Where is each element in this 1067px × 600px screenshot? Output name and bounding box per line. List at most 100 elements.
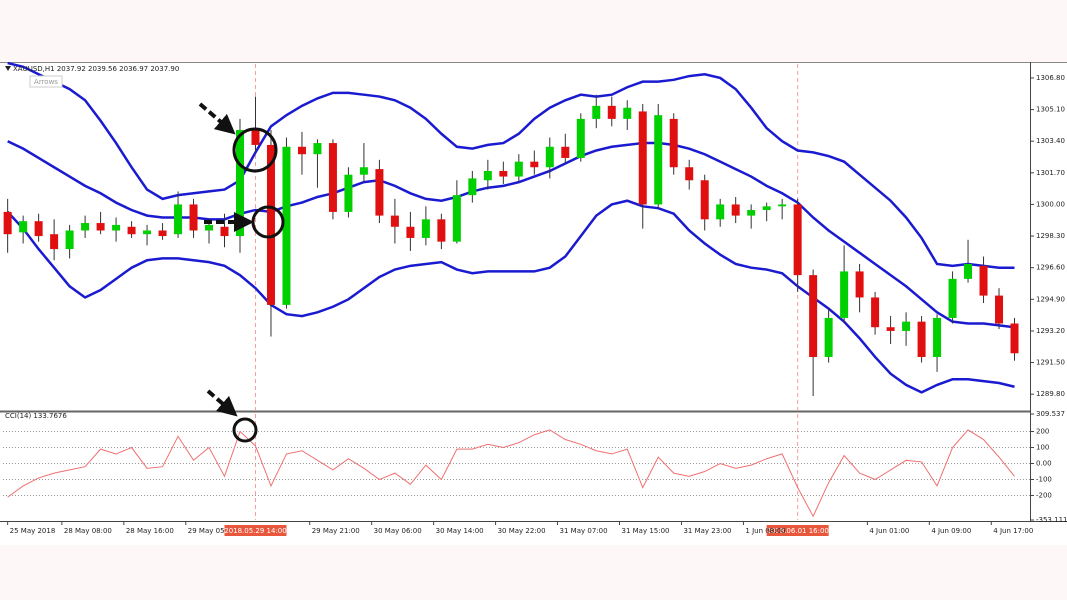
arrows-button-label[interactable]: Arrows: [34, 78, 58, 86]
candle-body: [840, 271, 849, 318]
arrows-button[interactable]: [29, 75, 63, 88]
y-tick-label: 200: [1036, 428, 1049, 436]
candle-body: [762, 206, 771, 211]
candle-body: [747, 210, 756, 216]
candle-body: [623, 107, 632, 119]
x-tick-label: 31 May 15:00: [622, 527, 670, 535]
y-tick-label: 1298.30: [1036, 232, 1065, 240]
window-bg: [0, 62, 1067, 545]
annotations: [198, 102, 285, 443]
x-tick-label: 29 May 21:00: [312, 527, 360, 535]
candle-body: [638, 111, 647, 205]
candle-body: [917, 321, 926, 357]
candle-body: [607, 105, 616, 119]
x-tick-label: 4 Jun 09:00: [931, 527, 971, 535]
x-tick-label: 4 Jun 01:00: [869, 527, 909, 535]
y-tick-label: 1291.50: [1036, 359, 1065, 367]
candle-body: [654, 115, 663, 205]
crosshair-tag-bg: [224, 525, 287, 536]
candle-body: [514, 161, 523, 177]
candle-body: [236, 130, 244, 237]
crosshair-tag: 2018.06.01 16:00: [766, 525, 829, 536]
x-tick-label: 30 May 06:00: [374, 527, 422, 535]
collapse-icon: [5, 66, 11, 71]
candle-body: [421, 219, 430, 238]
annotation-arrow: [206, 389, 238, 417]
candle-body: [3, 211, 12, 235]
crosshair-tag-bg: [766, 525, 829, 536]
x-tick-label: 25 May 2018: [10, 527, 56, 535]
candle-body: [50, 234, 59, 250]
candle-body: [716, 204, 725, 220]
candle-body: [886, 327, 895, 331]
symbol-title: XAUUSD,H1 2037.92 2039.56 2036.97 2037.9…: [13, 65, 179, 73]
candle-body: [995, 295, 1004, 324]
y-tick-label: 100: [1036, 444, 1049, 452]
crosshair-tag-label: 2018.06.01 16:00: [766, 527, 828, 535]
candle-body: [158, 230, 167, 237]
crosshair-tag-label: 2018.05.29 14:00: [224, 527, 286, 535]
candle-body: [313, 143, 322, 155]
candle-body: [700, 180, 709, 220]
y-tick-label: 1293.20: [1036, 327, 1065, 335]
x-tick-label: 28 May 16:00: [126, 527, 174, 535]
candle-body: [809, 275, 818, 357]
x-tick-label: 30 May 22:00: [498, 527, 546, 535]
annotation-circle: [232, 127, 278, 173]
candle-body: [545, 146, 554, 168]
candle-body: [81, 223, 90, 231]
candle-body: [282, 146, 291, 305]
y-tick-label: 1296.60: [1036, 264, 1065, 272]
candle-body: [778, 204, 787, 207]
bollinger-band: [6, 199, 1015, 394]
candle-body: [143, 230, 152, 235]
cci-line: [7, 429, 1015, 518]
x-tick-label: 29 May 05:00: [188, 527, 236, 535]
x-tick-label: 1 Jun 08:00: [745, 527, 785, 535]
candle-body: [669, 118, 678, 168]
candle-body: [297, 146, 306, 155]
candle-body: [65, 230, 74, 250]
candle-body: [452, 195, 461, 242]
candle-body: [964, 263, 973, 279]
y-tick-label: -200: [1036, 492, 1052, 500]
candle-body: [251, 130, 260, 145]
candle-body: [483, 170, 492, 181]
candle-body: [793, 204, 802, 276]
x-tick-label: 31 May 07:00: [560, 527, 608, 535]
candle-body: [266, 144, 275, 305]
y-tick-label: 1305.10: [1036, 106, 1065, 114]
candle-body: [406, 226, 415, 238]
candle-body: [948, 278, 957, 318]
x-tick-label: 28 May 08:00: [64, 527, 112, 535]
candle-body: [359, 167, 368, 175]
x-tick-label: 31 May 23:00: [683, 527, 731, 535]
y-tick-label: 1303.40: [1036, 137, 1065, 145]
cci-title: CCI(14) 133.7676: [5, 412, 67, 420]
candle-body: [127, 226, 136, 235]
candle-body: [933, 317, 942, 357]
candle-body: [855, 271, 864, 298]
x-tick-label: 30 May 14:00: [436, 527, 484, 535]
plot: [3, 61, 1030, 520]
y-tick-label: -100: [1036, 476, 1052, 484]
y-tick-label: 1301.70: [1036, 169, 1065, 177]
candle-body: [576, 118, 585, 158]
candle-body: [561, 146, 570, 158]
y-tick-label: 1294.90: [1036, 295, 1065, 303]
candle-body: [19, 221, 28, 233]
bollinger-band: [7, 61, 1015, 269]
candle-body: [1010, 323, 1019, 354]
candle-body: [205, 224, 214, 231]
x-tick-label: 4 Jun 17:00: [993, 527, 1033, 535]
candle-body: [34, 221, 43, 237]
candle-body: [328, 143, 337, 212]
y-tick-label: 309.537: [1036, 410, 1065, 418]
candle-body: [731, 204, 740, 216]
candle-body: [375, 169, 384, 216]
candle-body: [468, 178, 477, 196]
candle-body: [390, 215, 399, 227]
candle-body: [499, 170, 508, 177]
candle-body: [344, 174, 353, 212]
